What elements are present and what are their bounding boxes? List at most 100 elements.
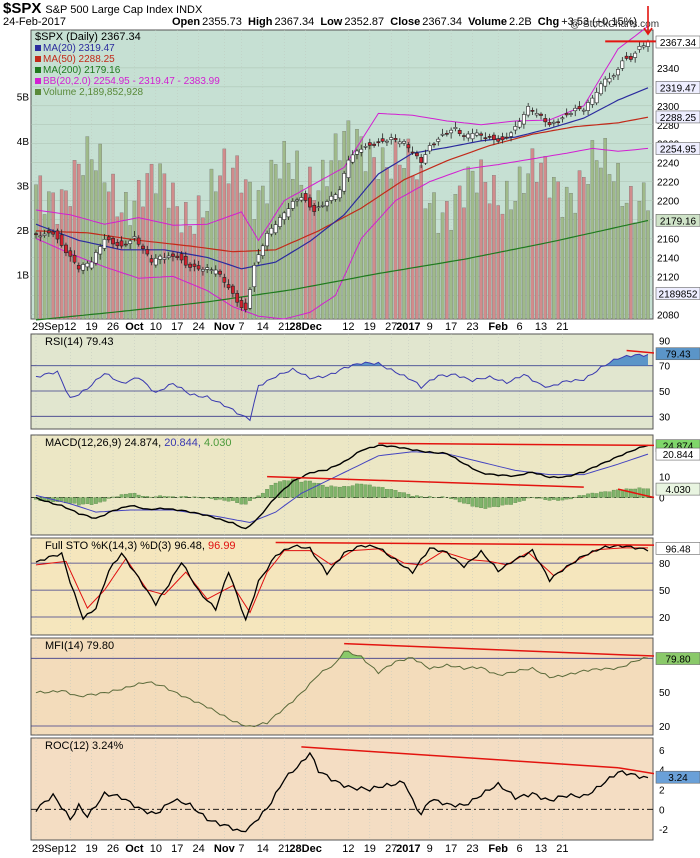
candle-body [42,233,47,236]
macd-histogram-bar [145,496,150,498]
x-tick-label: 14 [257,843,269,855]
macd-histogram-bar [641,488,646,498]
candle-body [414,152,419,157]
candle-body [141,245,145,250]
svg-text:24.874: 24.874 [663,442,694,453]
macd-histogram-bar [646,488,650,498]
price-legend-item: MA(50) 2288.25 [35,54,115,65]
chart-title: $SPX S&P 500 Large Cap Index INDX [3,0,202,17]
sto-value-tag: 96.48 [655,542,700,555]
candle-body [278,217,282,227]
volume-bar [376,179,381,320]
volume-bar [492,175,496,320]
candle-body [350,154,355,163]
candle-body [256,254,261,263]
candle-body [624,55,629,59]
candle-body [581,109,586,112]
macd-histogram-bar [397,492,402,498]
x-tick-label: 7 [238,843,244,855]
candle-body [367,142,372,146]
candle-body [586,102,590,111]
mfi-label: MFI(14) 79.80 [45,640,114,652]
candle-body [573,107,578,112]
candle-body [509,132,513,137]
volume-bar [487,203,492,320]
candle-body [402,141,406,144]
macd-histogram-bar [265,489,269,498]
candle-body [235,293,240,303]
macd-histogram-bar [98,497,103,503]
volume-bar [513,201,518,320]
volume-bar [124,192,128,320]
x-tick-label: 26 [107,321,119,333]
macd-histogram-bar [547,497,552,501]
volume-bar [51,192,55,320]
volume-bar [89,159,94,320]
volume-bar [34,184,38,320]
macd-histogram-bar [286,480,291,498]
macd-line [35,444,649,530]
macd-histogram-bar [166,496,171,498]
candle-body [637,46,642,50]
volume-bar [415,179,419,320]
macd-histogram-bar [81,497,85,505]
macd-histogram-bar [389,489,394,498]
candle-body [397,141,402,145]
volume-bar [436,232,441,320]
candle-body [406,144,411,149]
candle-body [603,78,608,87]
macd-histogram-bar [359,483,364,498]
price-tick-label: 2220 [657,178,680,189]
macd-histogram-bar [119,494,124,498]
candle-body [325,201,329,207]
candle-body [526,106,531,116]
candle-body [316,206,321,209]
macd-histogram-bar [132,493,137,498]
macd-histogram-bar [393,490,398,498]
macd-histogram-bar [72,497,77,504]
candle-body [628,55,633,60]
volume-bar [175,206,179,320]
macd-histogram-bar [590,492,595,498]
macd-histogram-bar [457,497,462,503]
candle-body [153,257,158,266]
macd-histogram-bar [350,485,355,498]
bb-lower-line [35,147,649,320]
candle-body [183,256,188,266]
macd-histogram-bar [329,485,334,498]
candle-body [239,300,244,308]
macd-histogram-bar [231,497,235,501]
macd-value-tag: 4.030 [655,482,700,496]
volume-bar [128,225,132,320]
macd-histogram-bar [260,493,265,498]
sto-panel [30,537,654,636]
svg-text:2319.47: 2319.47 [660,83,697,94]
candle-body [410,151,415,154]
volume-bar [188,225,192,320]
candle-body [359,148,364,153]
macd-histogram-bar [543,497,548,500]
volume-bar [303,193,308,320]
candle-body [46,230,51,234]
macd-tick-label: 0 [659,494,665,505]
macd-histogram-bar [616,489,620,498]
macd-histogram-bar [355,483,359,498]
candle-body [145,249,150,255]
volume-bar [196,195,201,320]
volume-bar [291,179,295,320]
volume-bar [466,166,471,320]
candle-body [513,126,518,131]
candle-body [269,227,274,235]
roc-tick-label: -2 [659,825,668,836]
macd-histogram-bar [470,497,475,507]
x-tick-label: 29Sep [32,843,64,855]
volume-bar [368,143,372,320]
x-tick-label: 19 [364,843,376,855]
x-tick-label: 14 [257,321,269,333]
x-tick-label: 10 [150,321,162,333]
candle-body [504,136,509,139]
macd-histogram-bar [106,497,111,499]
candle-body [59,234,64,246]
rsi-tick-label: 90 [659,336,671,347]
